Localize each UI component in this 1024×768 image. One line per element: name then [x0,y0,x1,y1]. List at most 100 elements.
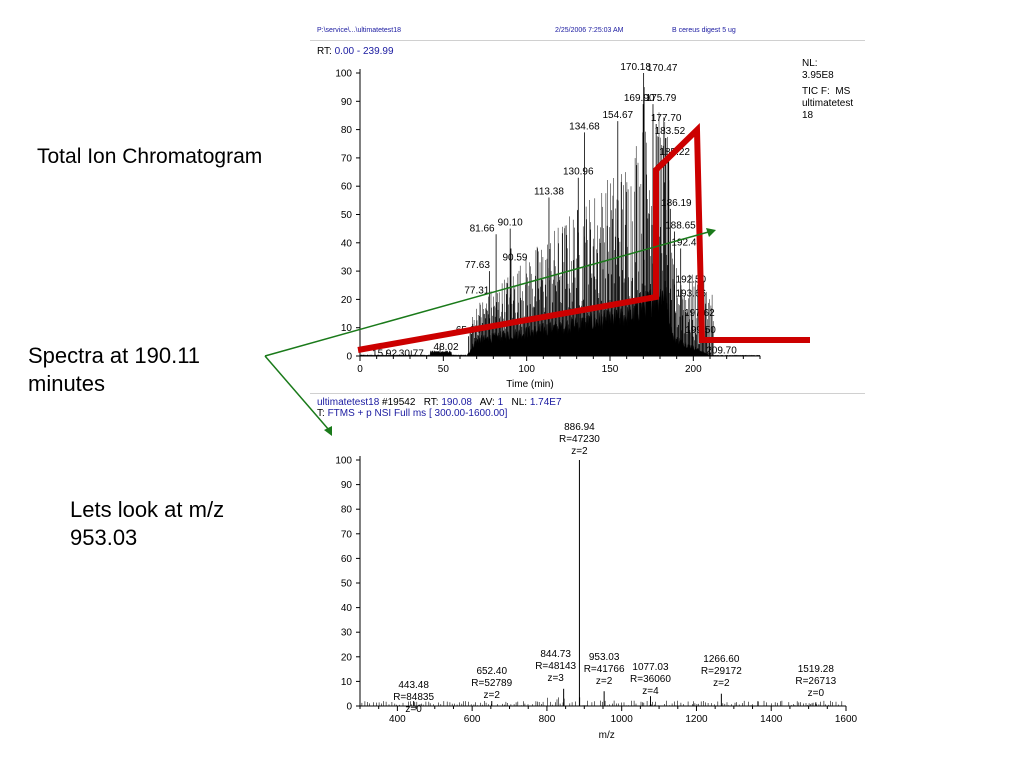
green-pointer-line [264,230,713,357]
tic-y-tick-label: 80 [341,125,353,136]
tic-y-tick-label: 70 [341,153,353,164]
spec-y-tick-label: 70 [341,529,353,540]
tic-peak-label: 134.68 [569,121,600,132]
annotations [264,123,810,436]
tic-filter-caption: TIC F: [802,86,830,97]
spec-rt-value: 190.08 [441,397,472,408]
tic-y-tick-label: 30 [341,267,353,278]
tic-peak-label: 170.47 [647,63,678,74]
spec-peak-charge: z=3 [547,673,564,684]
label-look-at-mz: Lets look at m/z 953.03 [70,497,225,550]
tic-peak-label: 81.66 [470,223,495,234]
tic-peak-label: 130.96 [563,167,594,178]
tic-peak-label: 169.90 [624,93,655,104]
tic-y-tick-label: 20 [341,295,353,306]
mass-spectrum-chart: 0 10 20 30 40 50 60 70 80 90 100 400 600 800 1000 1200 1… [335,422,857,741]
tic-chart: 0 10 20 30 40 50 60 70 80 90 100 0 50 100 150 200 Time (… [335,62,761,390]
tic-nl-value: 3.95E8 [802,70,834,81]
spec-header-line1: ultimatetest18 #19542 RT: 190.08 AV: 1 N… [317,397,562,408]
tic-peak-label: 188.65 [665,220,696,231]
tic-x-tick-label: 100 [518,364,535,375]
spec-peak-resolution: R=48143 [535,661,576,672]
spec-peak-resolution: R=36060 [630,674,671,685]
spec-x-tick-label: 1400 [760,714,783,725]
spec-x-tick-label: 1600 [835,714,858,725]
spec-nl-value: 1.74E7 [529,397,562,408]
tic-peak-label: 77.63 [465,260,490,271]
tic-y-tick-label: 40 [341,238,353,249]
spec-peak-resolution: R=47230 [559,434,600,445]
spec-peak-label: 1266.60 [703,654,740,665]
tic-peak-label: 48.02 [434,342,459,353]
green-arrowhead-spectrum [324,426,332,436]
spec-peak-label: 443.48 [398,680,429,691]
spec-peak-label: 652.40 [476,666,507,677]
tic-nl-label: NL: [802,58,818,69]
spec-peak-resolution: R=29172 [701,666,742,677]
spec-peak-resolution: R=26713 [795,676,836,687]
spec-header-line2: T: FTMS + p NSI Full ms [ 300.00-1600.00… [317,408,507,419]
spec-peak-resolution: R=84835 [393,692,434,703]
tic-x-tick-label: 150 [602,364,619,375]
tic-peak-label: 177.70 [651,113,682,124]
spec-x-tick-label: 600 [464,714,481,725]
spec-peak-charge: z=0 [808,688,825,699]
spec-peak-resolution: R=41766 [584,664,625,675]
tic-y-tick-label: 50 [341,210,353,221]
spec-y-tick-label: 40 [341,603,353,614]
tic-datetime: 2/25/2006 7:25:03 AM [555,27,624,34]
spec-scan: #19542 [382,397,416,408]
spec-peak-charge: z=2 [484,690,501,701]
tic-peak-label: 209.70 [706,346,737,357]
spec-y-tick-label: 90 [341,480,353,491]
spec-filter-value: FTMS + p NSI Full ms [ 300.00-1600.00] [327,408,508,419]
tic-sample-name: B cereus digest 5 ug [672,27,736,34]
red-highlight-line [357,123,810,353]
tic-x-tick-label: 0 [357,364,363,375]
spec-peak-charge: z=2 [713,678,730,689]
tic-y-tick-label: 90 [341,97,353,108]
spec-x-tick-label: 1000 [611,714,634,725]
tic-filter: TIC F: MS [802,86,850,97]
spec-x-tick-label: 400 [389,714,406,725]
tic-x-axis-label: Time (min) [506,379,553,390]
spec-nl-caption: NL: [511,397,528,408]
tic-y-tick-label: 0 [346,352,352,363]
spec-file: ultimatetest18 [317,397,380,408]
spec-y-tick-label: 100 [335,456,352,467]
green-arrowhead-tic [706,228,716,237]
green-pointer-line [264,355,330,431]
spec-av-caption: AV: [479,397,495,408]
tic-peak-label: 30.77 [399,348,424,359]
tic-peak-label: 113.38 [534,187,564,198]
spec-peak-resolution: R=52789 [471,678,512,689]
spec-y-tick-label: 80 [341,505,353,516]
tic-y-tick-label: 100 [335,69,352,80]
tic-file-line2: 18 [802,110,814,121]
tic-rt-range: 0.00 - 239.99 [334,46,394,57]
tic-file-path: P:\service\...\ultimatetest18 [317,27,402,34]
tic-header-rule [310,40,865,41]
tic-peak-label: 192.41 [671,237,702,248]
tic-file-line1: ultimatetest [802,98,854,109]
spec-filter-caption: T: [317,408,325,419]
tic-peak-label: 77.31 [464,286,489,297]
spec-x-tick-label: 1200 [685,714,708,725]
tic-peak-label: 186.19 [661,198,692,209]
spec-y-tick-label: 30 [341,628,353,639]
spec-av-value: 1 [497,397,504,408]
tic-y-tick-label: 60 [341,182,353,193]
spec-peak-label: 886.94 [564,422,595,433]
tic-peak-label: 90.10 [498,218,523,229]
tic-peak-label: 175.79 [646,93,677,104]
spec-y-tick-label: 60 [341,554,353,565]
tic-rt-label: RT: 0.00 - 239.99 [317,46,394,57]
tic-peak-label: 15.92 [372,348,397,359]
spec-peak-label: 1519.28 [798,664,835,675]
tic-peak-label: 192.50 [676,274,707,285]
tic-peak-label: 90.59 [502,252,527,263]
spec-peak-charge: z=2 [596,676,613,687]
tic-y-tick-label: 10 [341,323,353,334]
label-total-ion-chromatogram: Total Ion Chromatogram [37,145,263,168]
spec-y-tick-label: 50 [341,579,353,590]
